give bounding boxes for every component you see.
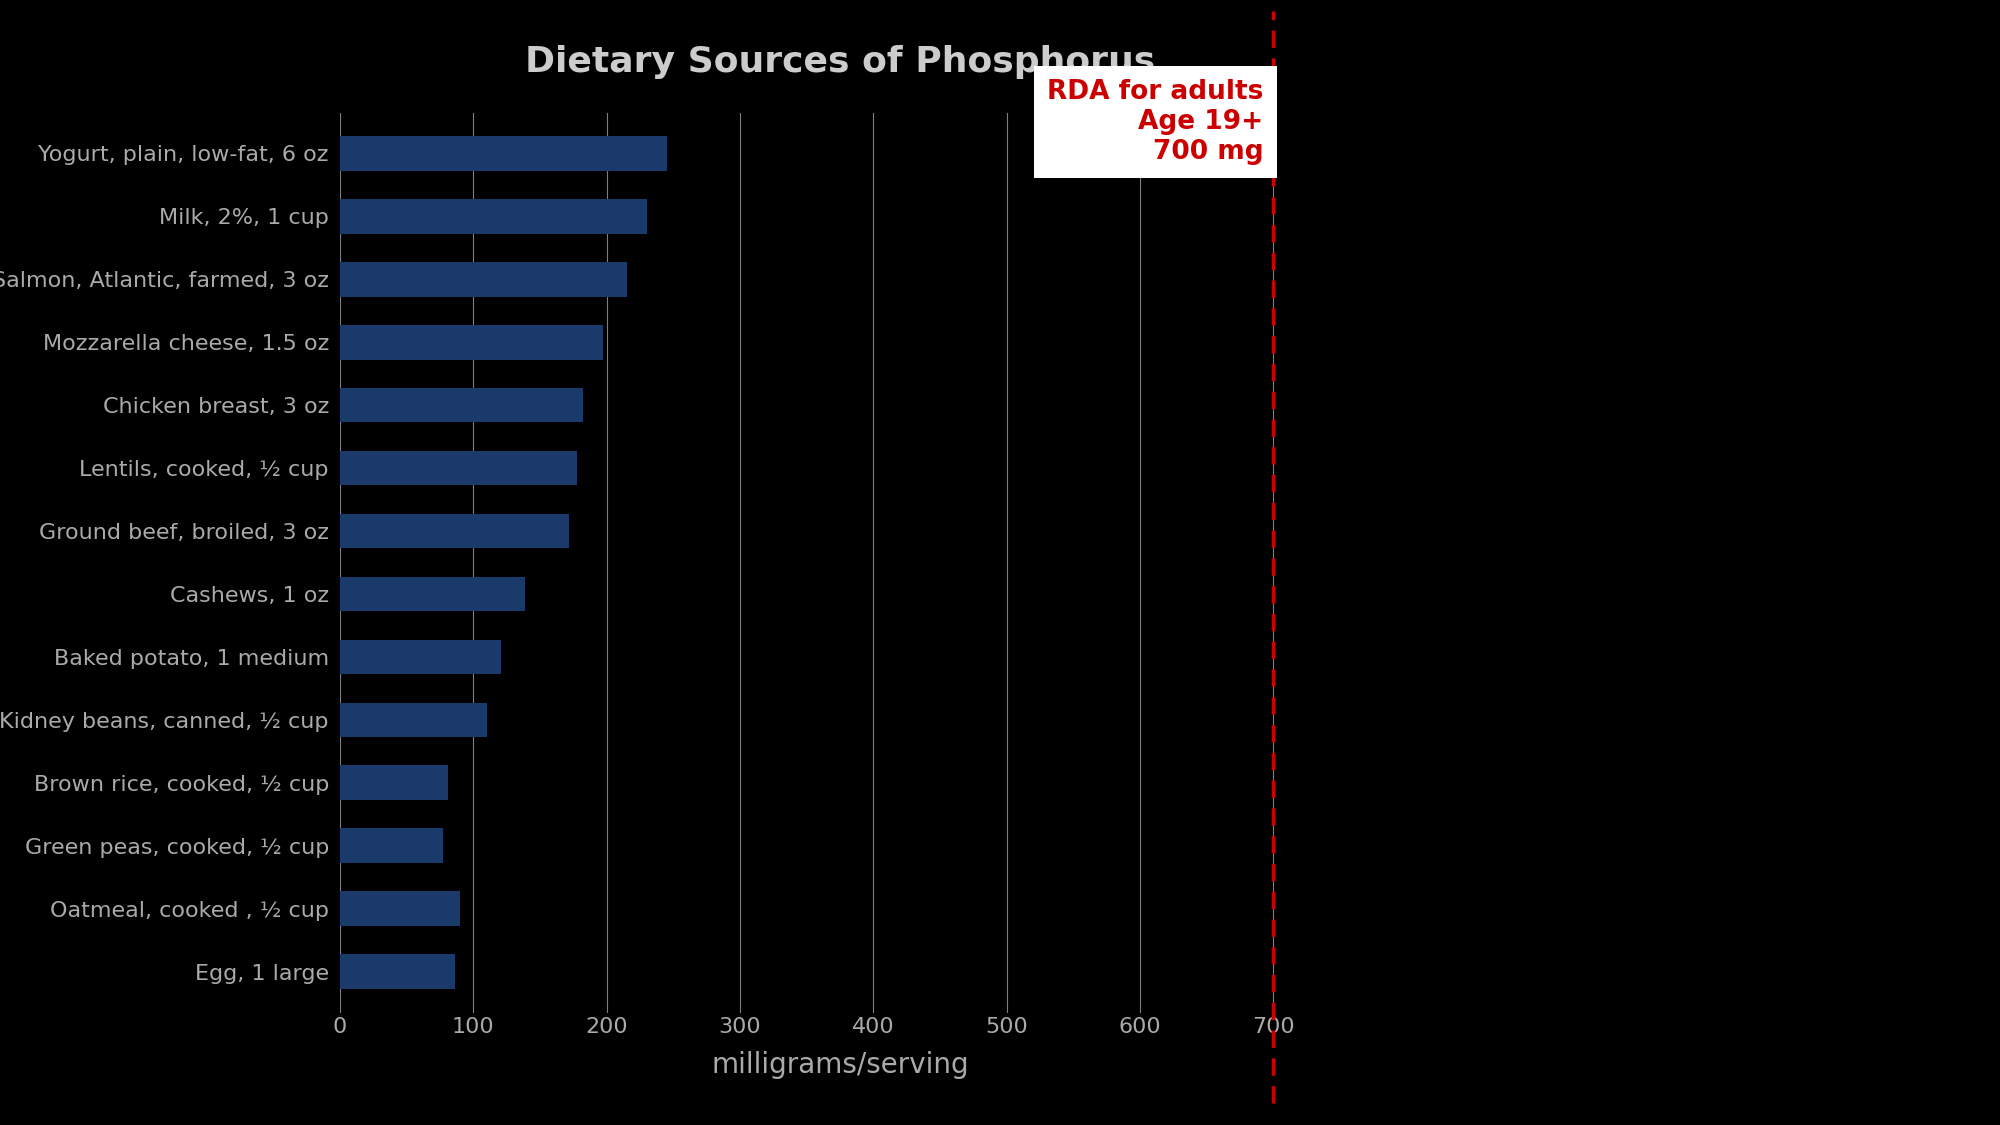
Bar: [340, 325, 602, 360]
Bar: [340, 136, 666, 171]
Bar: [340, 514, 570, 548]
Bar: [340, 262, 626, 297]
Text: Dietary Sources of Phosphorus: Dietary Sources of Phosphorus: [524, 45, 1156, 79]
Bar: [340, 891, 460, 926]
X-axis label: milligrams/serving: milligrams/serving: [712, 1051, 968, 1079]
Bar: [340, 702, 486, 737]
Bar: [340, 828, 442, 863]
Bar: [340, 388, 582, 423]
Bar: [340, 199, 646, 234]
Bar: [340, 954, 454, 989]
Text: RDA for adults
Age 19+
700 mg: RDA for adults Age 19+ 700 mg: [1046, 79, 1264, 164]
Bar: [340, 765, 448, 800]
Bar: [340, 451, 578, 485]
Bar: [340, 577, 526, 611]
Bar: [340, 640, 502, 674]
